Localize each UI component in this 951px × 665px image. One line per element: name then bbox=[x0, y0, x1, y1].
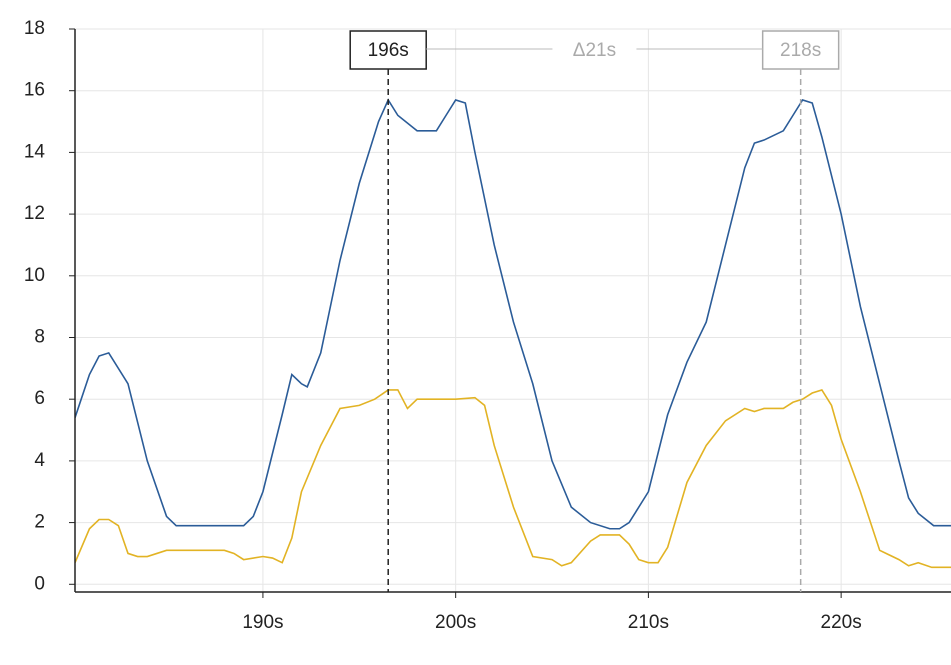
y-tick-label: 18 bbox=[24, 18, 45, 39]
y-tick-label: 16 bbox=[24, 80, 45, 101]
y-tick-label: 14 bbox=[24, 141, 46, 162]
cursor-label-box bbox=[349, 30, 427, 70]
cursor-label-box bbox=[761, 30, 840, 70]
x-tick-label: 200s bbox=[435, 612, 476, 633]
x-tick-label: 220s bbox=[821, 612, 862, 633]
plot-area bbox=[75, 98, 951, 569]
y-tick-label: 6 bbox=[34, 388, 45, 409]
grid bbox=[75, 28, 951, 592]
y-tick-label: 2 bbox=[34, 512, 45, 533]
cursor-label: 218s bbox=[780, 40, 821, 61]
cursor-label: 196s bbox=[368, 40, 409, 61]
x-tick-label: 210s bbox=[628, 612, 669, 633]
delta-label: Δ21s bbox=[573, 40, 616, 61]
y-tick-label: 12 bbox=[24, 203, 45, 224]
x-tick-label: 190s bbox=[242, 612, 283, 633]
series-line bbox=[75, 98, 951, 530]
series-line bbox=[75, 388, 951, 569]
axes: 0 2 4 6 8 10 12 14 16 18 190s 200s 210s 220s 196s 218s Δ… bbox=[24, 18, 951, 633]
y-tick-label: 4 bbox=[34, 450, 45, 471]
y-tick-label: 0 bbox=[34, 573, 45, 594]
y-tick-label: 8 bbox=[34, 327, 45, 348]
y-tick-label: 10 bbox=[24, 265, 45, 286]
